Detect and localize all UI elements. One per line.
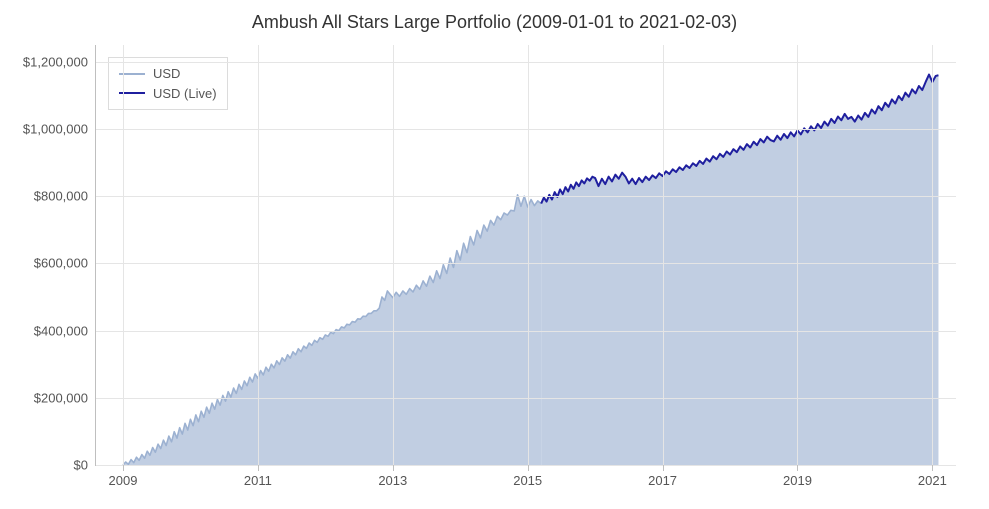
chart-title: Ambush All Stars Large Portfolio (2009-0… — [0, 12, 989, 33]
x-axis-tick-label: 2021 — [918, 473, 947, 488]
x-axis-tick-mark — [258, 465, 259, 471]
x-axis-tick-label: 2017 — [648, 473, 677, 488]
x-axis-tick-mark — [797, 465, 798, 471]
legend-label: USD — [153, 64, 180, 84]
gridline-vertical — [123, 45, 124, 465]
gridline-vertical — [258, 45, 259, 465]
y-axis-tick-label: $1,000,000 — [23, 122, 88, 137]
y-axis-tick-label: $400,000 — [34, 323, 88, 338]
gridline-vertical — [663, 45, 664, 465]
x-axis-tick-label: 2009 — [109, 473, 138, 488]
gridline-horizontal — [96, 62, 956, 63]
gridline-vertical — [528, 45, 529, 465]
gridline-horizontal — [96, 398, 956, 399]
chart-container: Ambush All Stars Large Portfolio (2009-0… — [0, 0, 989, 509]
x-axis-tick-label: 2011 — [244, 473, 272, 488]
gridline-horizontal — [96, 465, 956, 466]
y-axis-tick-label: $0 — [74, 458, 88, 473]
x-axis-tick-mark — [932, 465, 933, 471]
legend-label: USD (Live) — [153, 84, 217, 104]
gridline-vertical — [797, 45, 798, 465]
gridline-horizontal — [96, 331, 956, 332]
x-axis-tick-label: 2015 — [513, 473, 542, 488]
x-axis-tick-label: 2019 — [783, 473, 812, 488]
gridline-vertical — [393, 45, 394, 465]
series-area-usd-live- — [541, 75, 938, 465]
gridline-horizontal — [96, 263, 956, 264]
x-axis-tick-label: 2013 — [378, 473, 407, 488]
x-axis-tick-mark — [663, 465, 664, 471]
y-axis-tick-label: $1,200,000 — [23, 54, 88, 69]
legend: USDUSD (Live) — [108, 57, 228, 110]
y-axis-tick-label: $200,000 — [34, 390, 88, 405]
x-axis-tick-mark — [528, 465, 529, 471]
gridline-horizontal — [96, 129, 956, 130]
x-axis-tick-mark — [123, 465, 124, 471]
legend-item: USD (Live) — [119, 84, 217, 104]
y-axis-tick-label: $800,000 — [34, 189, 88, 204]
plot-area: USDUSD (Live) $0$200,000$400,000$600,000… — [95, 45, 956, 466]
y-axis-tick-label: $600,000 — [34, 256, 88, 271]
x-axis-tick-mark — [393, 465, 394, 471]
legend-item: USD — [119, 64, 217, 84]
gridline-vertical — [932, 45, 933, 465]
gridline-horizontal — [96, 196, 956, 197]
